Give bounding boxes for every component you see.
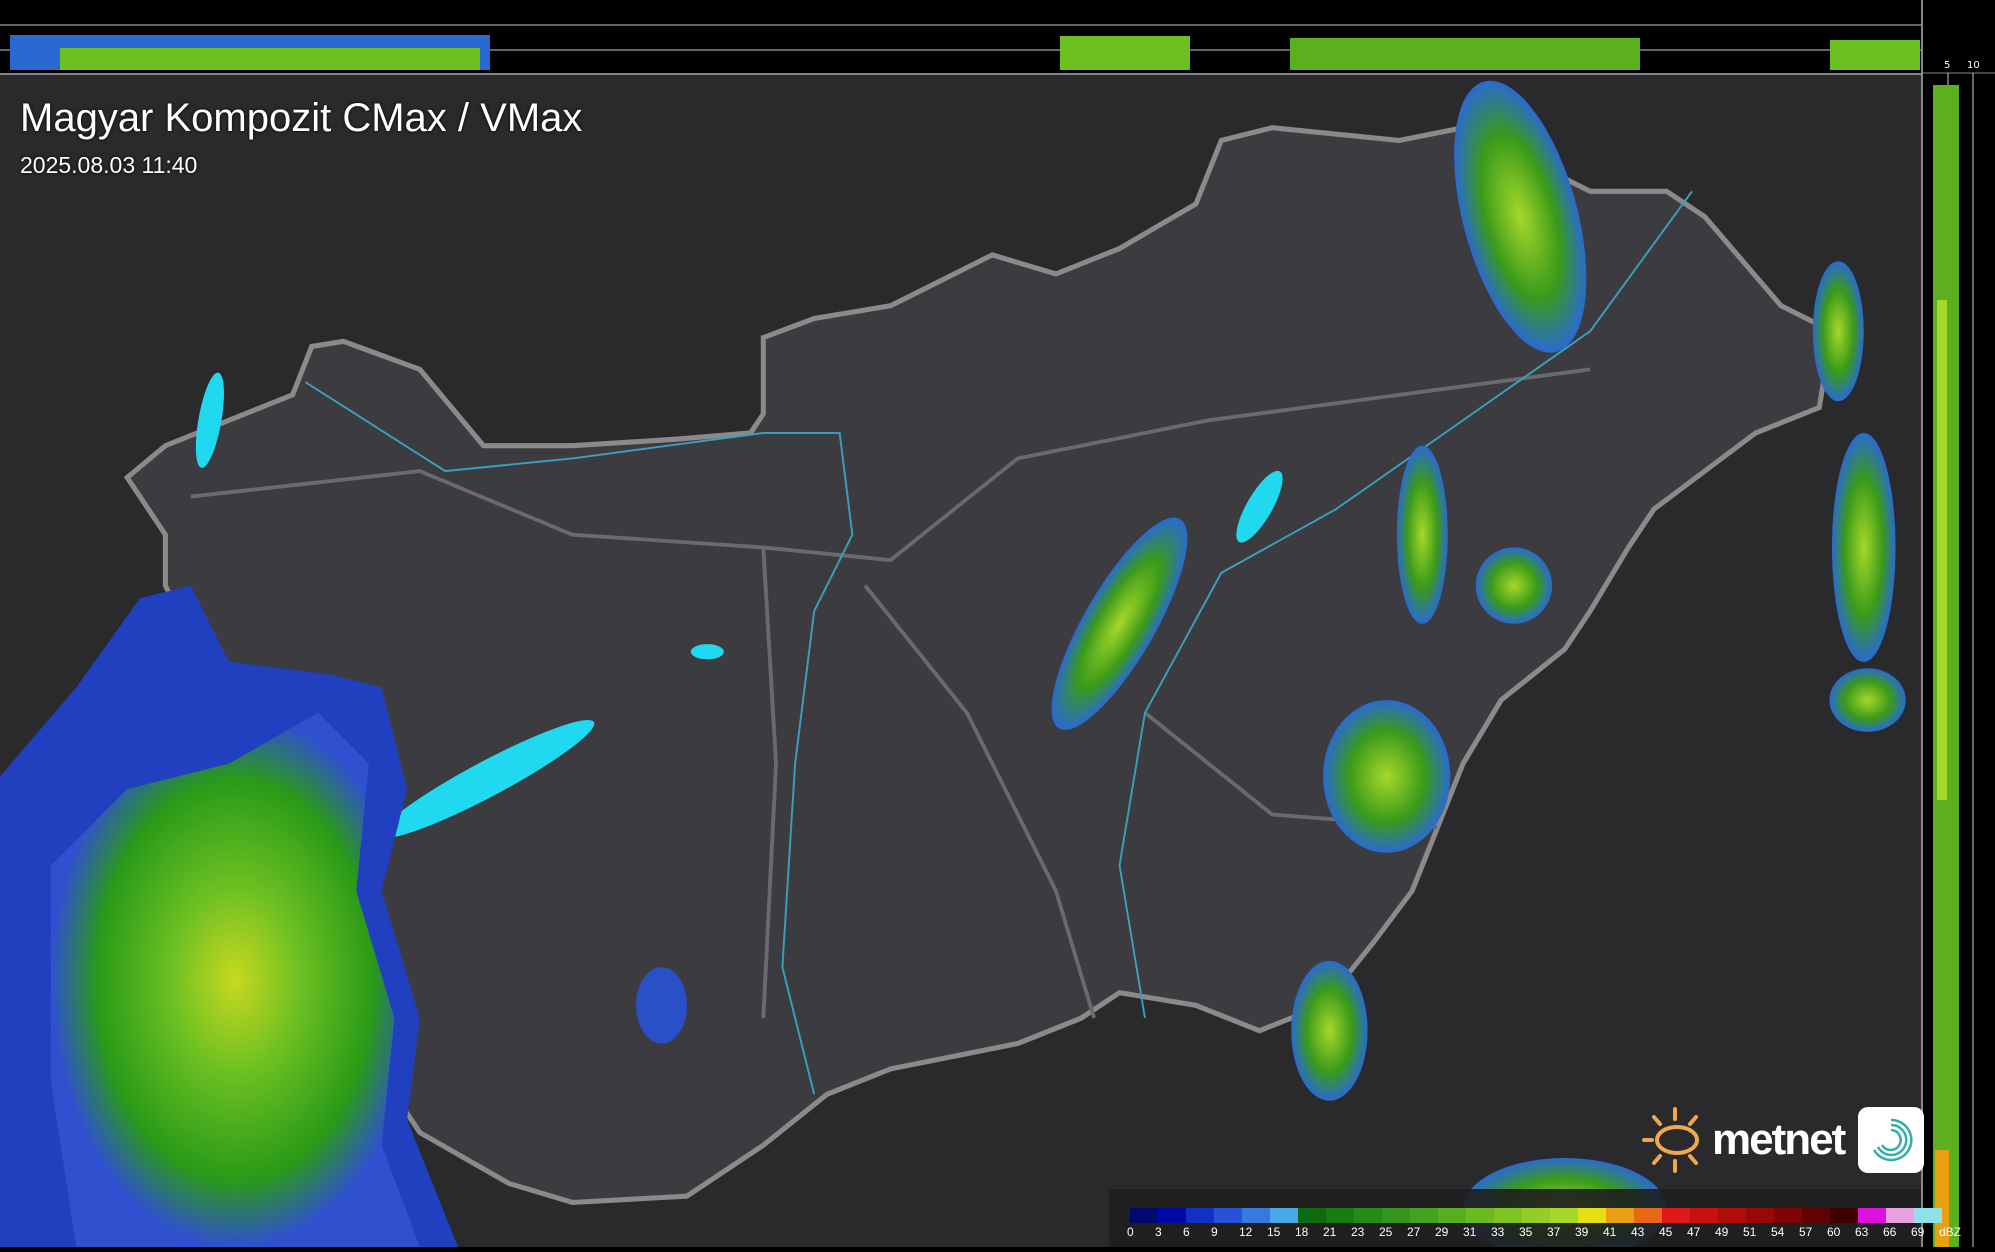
- legend-label: 49: [1715, 1225, 1729, 1239]
- legend-swatch: [1242, 1208, 1270, 1223]
- swirl-logo-icon: [1858, 1107, 1925, 1173]
- legend-label: 57: [1799, 1225, 1813, 1239]
- legend-swatch: [1354, 1208, 1382, 1223]
- precipitation-echoes: [0, 80, 1906, 1247]
- lake-velence: [690, 644, 724, 660]
- legend-label: 54: [1771, 1225, 1785, 1239]
- legend-swatch: [1914, 1208, 1942, 1223]
- legend-label: 25: [1379, 1225, 1393, 1239]
- legend-swatch: [1858, 1208, 1886, 1223]
- legend-label: 3: [1155, 1225, 1162, 1239]
- legend-swatch: [1158, 1208, 1186, 1223]
- map-title: Magyar Kompozit CMax / VMax: [20, 96, 583, 140]
- lake-tisza: [1236, 470, 1283, 543]
- legend-label: 60: [1827, 1225, 1841, 1239]
- legend-label: 6: [1183, 1225, 1190, 1239]
- legend-label: 33: [1491, 1225, 1505, 1239]
- lake-neusiedl: [195, 372, 224, 468]
- legend-swatch: [1382, 1208, 1410, 1223]
- legend-label: 37: [1547, 1225, 1561, 1239]
- legend-swatch: [1130, 1208, 1158, 1223]
- legend-label: 21: [1323, 1225, 1337, 1239]
- legend-label: 0: [1127, 1225, 1134, 1239]
- legend-swatch: [1746, 1208, 1774, 1223]
- legend-swatch: [1718, 1208, 1746, 1223]
- legend-label: 63: [1855, 1225, 1869, 1239]
- legend-label: 18: [1295, 1225, 1309, 1239]
- legend-label: 29: [1435, 1225, 1449, 1239]
- legend-swatch: [1578, 1208, 1606, 1223]
- vertical-profile-side: 5 10: [1921, 0, 1995, 1247]
- legend-swatch: [1326, 1208, 1354, 1223]
- dbz-legend: 0 3 6 9 12 15 18 21 23 25 27 29 31 33 35 37 39 41 43 45 47 49…: [1109, 1189, 1961, 1247]
- legend-label: 69: [1911, 1225, 1925, 1239]
- legend-labels: 0 3 6 9 12 15 18 21 23 25 27 29 31 33 35 37 39 41 43 45 47 49…: [1127, 1225, 1970, 1239]
- legend-label: 23: [1351, 1225, 1365, 1239]
- legend-swatch: [1270, 1208, 1298, 1223]
- lake-balaton: [380, 720, 595, 838]
- legend-label: 35: [1519, 1225, 1533, 1239]
- legend-label: 39: [1575, 1225, 1589, 1239]
- legend-label: 15: [1267, 1225, 1281, 1239]
- legend-swatch: [1662, 1208, 1690, 1223]
- legend-swatch: [1690, 1208, 1718, 1223]
- legend-label: 12: [1239, 1225, 1253, 1239]
- legend-label: 47: [1687, 1225, 1701, 1239]
- legend-label: 31: [1463, 1225, 1477, 1239]
- legend-label: 51: [1743, 1225, 1757, 1239]
- legend-label: 45: [1659, 1225, 1673, 1239]
- rivers: [304, 190, 1693, 1095]
- logo-text: metnet: [1712, 1115, 1846, 1164]
- map-datetime: 2025.08.03 11:40: [20, 152, 198, 178]
- legend-swatch: [1298, 1208, 1326, 1223]
- legend-swatch: [1494, 1208, 1522, 1223]
- legend-swatch: [1634, 1208, 1662, 1223]
- legend-swatch: [1830, 1208, 1858, 1223]
- legend-label: 41: [1603, 1225, 1617, 1239]
- hungary-outline: [123, 125, 1835, 1206]
- side-scale-label: 5: [1944, 60, 1951, 71]
- lakes: [195, 372, 1283, 838]
- metnet-logo[interactable]: metnet: [1640, 1105, 1925, 1175]
- legend-unit: dBZ: [1939, 1225, 1962, 1239]
- legend-swatch: [1550, 1208, 1578, 1223]
- legend-color-bar: [1130, 1208, 1942, 1223]
- profile-top-image: [0, 24, 1921, 70]
- radar-map[interactable]: [0, 73, 1921, 1247]
- legend-label: 9: [1211, 1225, 1218, 1239]
- legend-swatch: [1774, 1208, 1802, 1223]
- legend-swatch: [1522, 1208, 1550, 1223]
- legend-swatch: [1438, 1208, 1466, 1223]
- legend-label: 27: [1407, 1225, 1421, 1239]
- legend-swatch: [1886, 1208, 1914, 1223]
- legend-swatch: [1186, 1208, 1214, 1223]
- legend-swatch: [1214, 1208, 1242, 1223]
- legend-label: 66: [1883, 1225, 1897, 1239]
- legend-swatch: [1606, 1208, 1634, 1223]
- sun-logo-icon: [1642, 1107, 1699, 1173]
- legend-swatch: [1802, 1208, 1830, 1223]
- legend-swatch: [1466, 1208, 1494, 1223]
- side-scale-label: 10: [1967, 60, 1980, 71]
- legend-label: 43: [1631, 1225, 1645, 1239]
- legend-swatch: [1410, 1208, 1438, 1223]
- vertical-profile-top: 10 5: [0, 0, 1937, 75]
- profile-side-image: [1923, 72, 1995, 1247]
